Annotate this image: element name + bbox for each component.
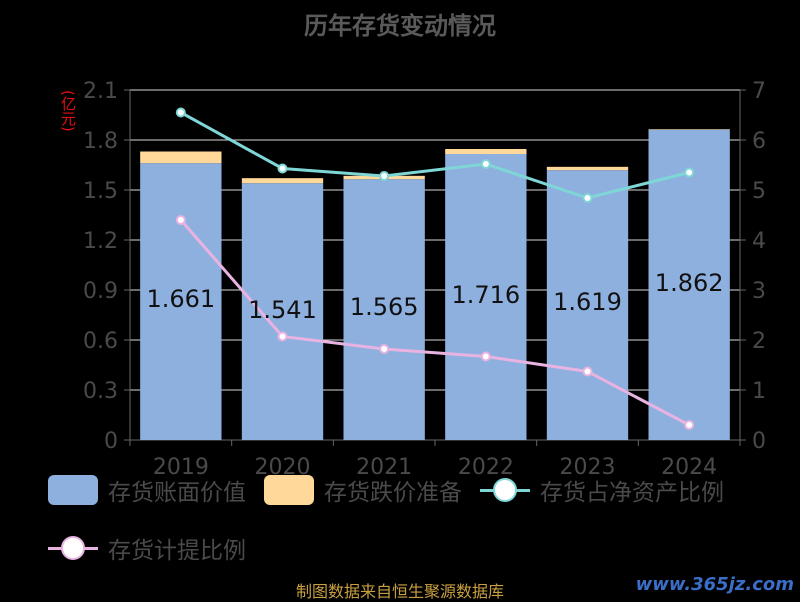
y-right-tick-label: 5 [752,179,766,204]
provision-ratio-point [684,420,695,430]
y-right-tick-label: 4 [752,229,766,254]
legend-item-ratio[interactable]: 存货占净资产比例 [480,470,724,510]
bar-book-value [445,154,527,440]
y-axis-unit-label: (亿元) [59,90,77,132]
bar-book-value [241,183,324,440]
bar-data-label: 1.565 [350,293,419,321]
bar-data-label: 1.862 [655,269,724,297]
y-right-tick-label: 3 [752,279,766,304]
y-right-tick-label: 0 [752,429,766,454]
ratio-point [175,107,186,118]
bar-data-label: 1.541 [248,296,317,324]
bar-book-value [343,179,425,440]
y-left-tick-label: 1.2 [83,229,118,254]
ratio-point [379,171,390,181]
bar-book-value [648,129,730,440]
ratio-point [277,163,288,174]
bar-book-value [140,163,222,440]
ratio-point [480,159,491,169]
bar-provision [241,178,324,184]
legend-swatch-provision-ratio [48,533,98,563]
chart-title: 历年存货变动情况 [304,12,496,40]
x-tick-label: 2021 [356,455,412,480]
site-watermark: www.365jz.com [635,574,794,595]
bar-data-label: 1.661 [146,285,215,313]
bar-book-value [546,170,629,440]
y-left-tick-label: 1.5 [83,179,118,204]
y-left-tick-label: 0.6 [83,329,118,354]
y-left-tick-label: 1.8 [83,129,118,154]
ratio-line [180,111,690,200]
legend-swatch-ratio [480,475,530,505]
y-left-tick-label: 0.9 [83,279,118,304]
legend-swatch-provision [264,475,314,505]
legend-item-provision-ratio[interactable]: 存货计提比例 [48,528,246,568]
y-right-tick-label: 7 [752,79,766,104]
x-tick-label: 2019 [153,455,209,480]
bar-provision [140,151,222,164]
bar-data-label: 1.716 [451,281,520,309]
legend-label-provision-ratio: 存货计提比例 [108,538,246,564]
y-right-tick-label: 1 [752,379,766,404]
provision-ratio-point [379,344,390,354]
y-left-tick-label: 0.3 [83,379,118,404]
bar-provision [445,149,527,154]
x-tick-label: 2024 [661,455,717,480]
x-tick-label: 2022 [458,455,514,480]
provision-ratio-line [179,219,690,427]
x-tick-label: 2023 [560,455,616,480]
ratio-point [684,167,695,178]
y-right-tick-label: 2 [752,329,766,354]
y-right-tick-label: 6 [752,129,766,154]
y-left-tick-label: 2.1 [83,79,118,104]
data-source-footer: 制图数据来自恒生聚源数据库 [295,582,504,601]
legend-label-book-value: 存货账面价值 [108,480,246,506]
provision-ratio-point [175,215,186,225]
y-left-tick-label: 0 [104,429,118,454]
bar-provision [648,129,730,130]
provision-ratio-point [277,331,288,342]
legend-label-ratio: 存货占净资产比例 [540,480,724,506]
bar-provision [546,166,629,171]
provision-ratio-point [480,351,491,362]
bar-data-label: 1.619 [553,288,622,316]
chart-legend: 存货账面价值 存货跌价准备 存货占净资产比例 存货计提比例 [48,470,788,568]
ratio-point [582,193,593,203]
legend-item-book-value[interactable]: 存货账面价值 [48,470,246,510]
legend-item-provision[interactable]: 存货跌价准备 [264,470,462,510]
provision-ratio-point [582,366,593,377]
legend-label-provision: 存货跌价准备 [324,480,462,506]
legend-swatch-book-value [48,475,98,505]
